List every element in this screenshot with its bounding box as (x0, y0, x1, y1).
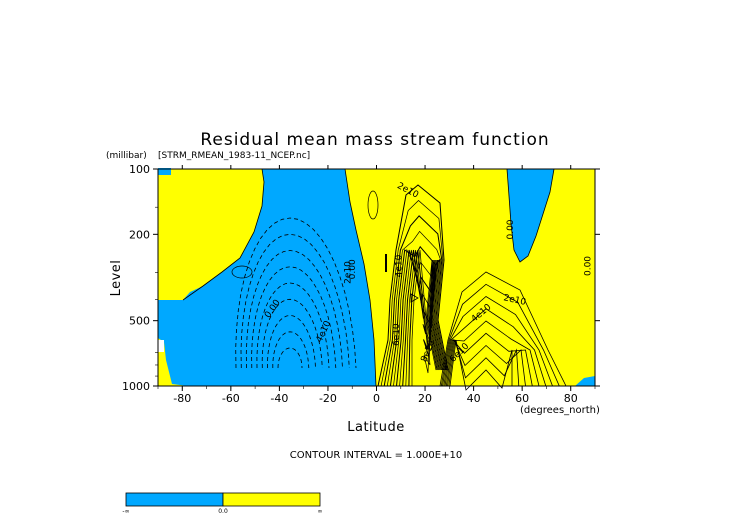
contour-label: 0.00 (584, 256, 594, 276)
x-tick-label: -60 (222, 392, 240, 405)
positive-contour (396, 249, 442, 387)
y-units: (millibar) (106, 151, 147, 161)
contour-label: 2e10 (343, 261, 353, 284)
y-tick-label: 1000 (122, 380, 150, 393)
zero-contour (182, 168, 265, 301)
negative-contour (256, 282, 330, 369)
negative-contour (272, 331, 310, 369)
x-axis-label: Latitude (347, 420, 405, 435)
contour-label: 0.00 (348, 259, 358, 279)
positive-contour (439, 271, 567, 387)
x-tick-label: 20 (418, 392, 432, 405)
y-axis: 100 200 500 1000 (122, 163, 600, 393)
negative-region-south (158, 169, 376, 386)
negative-region-pole-top (158, 168, 171, 175)
positive-contour (440, 283, 560, 387)
plot-area (158, 168, 595, 386)
x-tick-label: -80 (173, 392, 191, 405)
contour-lines (182, 168, 567, 391)
colorbar-positive (222, 492, 321, 507)
negative-region-bottom-right (575, 376, 595, 386)
x-units: (degrees_north) (520, 405, 600, 416)
colorbar-label-min: -∞ (122, 508, 129, 515)
positive-contour (448, 339, 520, 387)
positive-contour (393, 248, 443, 387)
chart-subtitle: [STRM_RMEAN_1983-11_NCEP.nc] (158, 151, 310, 161)
x-tick-label: 0 (373, 392, 380, 405)
x-tick-label: 80 (564, 392, 578, 405)
positive-contour (447, 338, 526, 387)
positive-contour (377, 184, 449, 387)
zero-contour (506, 168, 555, 263)
weak-contour (367, 190, 379, 220)
x-tick-label: -40 (270, 392, 288, 405)
y-tick-label: 500 (129, 315, 150, 328)
x-axis: -80 -60 -40 -20 0 20 40 60 80 (157, 165, 596, 405)
x-tick-label: -20 (319, 392, 337, 405)
y-tick-label: 200 (129, 228, 150, 241)
negative-contour (240, 233, 350, 369)
positive-contour (380, 200, 448, 387)
x-tick-label: 60 (515, 392, 529, 405)
contour-label: 0.00 (506, 219, 516, 239)
colorbar-negative (125, 492, 224, 507)
negative-contour (251, 266, 337, 369)
positive-contour (449, 339, 513, 391)
positive-contour (386, 230, 446, 387)
colorbar-label-zero: 0.0 (218, 508, 228, 515)
contour-label: 6e10 (392, 323, 402, 346)
negative-contour (235, 217, 357, 369)
negative-contour (245, 250, 343, 369)
x-tick-label: 40 (467, 392, 481, 405)
colorbar-label-max: ∞ (318, 508, 323, 515)
y-tick-label: 100 (129, 163, 150, 176)
contour-label: 4e10 (394, 254, 404, 277)
positive-contour (383, 215, 447, 387)
zero-contour (344, 168, 377, 387)
chart-title: Residual mean mass stream function (200, 130, 549, 150)
positive-contour (442, 296, 553, 387)
negative-contour (261, 298, 323, 369)
colorbar: -∞ 0.0 ∞ (122, 492, 323, 515)
positive-contour (411, 249, 437, 386)
contour-interval-note: CONTOUR INTERVAL = 1.000E+10 (290, 450, 462, 461)
contour-label: 2e10 (503, 293, 528, 308)
negative-region-north (507, 169, 554, 262)
weak-contour (231, 265, 253, 279)
y-axis-label: Level (109, 260, 124, 297)
positive-contour (445, 332, 533, 387)
negative-contour (277, 347, 303, 369)
positive-contour (408, 249, 438, 387)
positive-contour (443, 308, 547, 387)
positive-contour (444, 320, 540, 387)
missing-data-patch (158, 340, 164, 352)
